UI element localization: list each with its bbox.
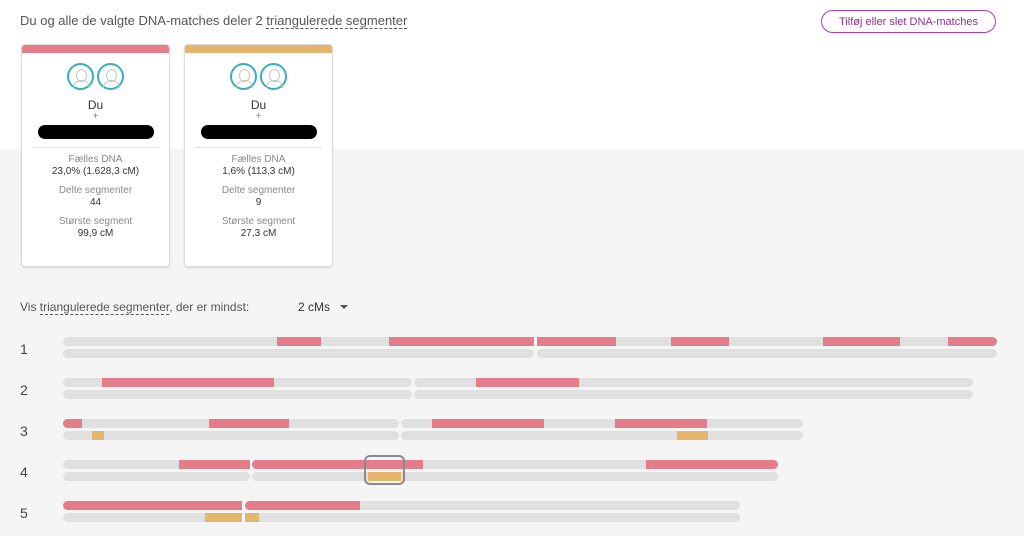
segment[interactable] xyxy=(245,501,360,510)
shared-segments-value: 9 xyxy=(255,197,262,208)
chromosome-bar xyxy=(245,501,740,510)
segment[interactable] xyxy=(63,419,82,428)
match-color-bar xyxy=(185,45,332,53)
redacted-name xyxy=(200,125,317,139)
chromosome-bar xyxy=(63,472,250,481)
segment[interactable] xyxy=(209,419,289,428)
chromosome-bar xyxy=(401,431,803,440)
largest-segment-value: 27,3 cM xyxy=(240,228,277,239)
segment[interactable] xyxy=(252,460,423,469)
segment[interactable] xyxy=(646,460,778,469)
chromosome-row-1: 1 xyxy=(0,337,1024,361)
chromosome-bar xyxy=(63,390,412,399)
chromosome-number: 1 xyxy=(20,341,28,357)
segment[interactable] xyxy=(92,431,104,440)
chromosome-row-4: 4 xyxy=(0,455,1024,485)
filter-suffix: , der er mindst: xyxy=(169,300,250,314)
segment[interactable] xyxy=(823,337,900,346)
segment[interactable] xyxy=(432,419,544,428)
chromosome-bar xyxy=(245,513,740,522)
summary-text: Du og alle de valgte DNA-matches deler 2… xyxy=(20,13,408,29)
triangulated-segments-link[interactable]: triangulerede segmenter xyxy=(266,13,408,29)
shared-dna-value: 1,6% (113,3 cM) xyxy=(222,166,295,177)
avatars xyxy=(22,63,169,90)
filter-link[interactable]: triangulerede segmenter xyxy=(39,300,170,315)
shared-dna-label: Fælles DNA xyxy=(231,154,286,165)
you-label: Du xyxy=(250,98,267,112)
segment[interactable] xyxy=(615,419,707,428)
segment[interactable] xyxy=(245,513,259,522)
person-icon xyxy=(67,63,94,90)
segment[interactable] xyxy=(368,472,401,481)
shared-dna-value: 23,0% (1.628,3 cM) xyxy=(51,166,140,177)
avatars xyxy=(185,63,332,90)
segment[interactable] xyxy=(389,337,534,346)
shared-segments-label: Delte segmenter xyxy=(221,185,296,196)
segment[interactable] xyxy=(476,378,579,387)
plus-sign: + xyxy=(92,111,99,122)
min-cm-select[interactable]: 2 cMs xyxy=(298,300,349,314)
chevron-down-icon xyxy=(340,305,349,309)
person-icon xyxy=(230,63,257,90)
shared-segments-label: Delte segmenter xyxy=(58,185,133,196)
segment[interactable] xyxy=(948,337,997,346)
you-label: Du xyxy=(87,98,104,112)
chromosome-bar xyxy=(537,349,997,358)
segment[interactable] xyxy=(63,501,242,510)
add-remove-matches-button[interactable]: Tilføj eller slet DNA-matches xyxy=(821,10,996,33)
largest-segment-label: Største segment xyxy=(58,216,133,227)
shared-segments-value: 44 xyxy=(89,197,102,208)
largest-segment-label: Største segment xyxy=(221,216,296,227)
chromosome-row-2: 2 xyxy=(0,378,1024,402)
match-card-1[interactable]: Du + Fælles DNA 23,0% (1.628,3 cM) Delte… xyxy=(21,44,170,267)
min-cm-value: 2 cMs xyxy=(298,300,331,314)
chromosome-number: 3 xyxy=(20,423,28,439)
chromosome-bar xyxy=(414,390,973,399)
chromosome-bar xyxy=(414,378,973,387)
segment[interactable] xyxy=(277,337,321,346)
filter-prefix: Vis xyxy=(20,300,37,314)
chromosome-bar xyxy=(401,419,803,428)
divider xyxy=(32,147,159,148)
match-card-2[interactable]: Du + Fælles DNA 1,6% (113,3 cM) Delte se… xyxy=(184,44,333,267)
triangulated-segment-highlight[interactable] xyxy=(364,455,405,485)
segment[interactable] xyxy=(677,431,708,440)
chromosome-bar xyxy=(252,472,778,481)
chromosome-bar xyxy=(63,431,399,440)
divider xyxy=(195,147,322,148)
segment[interactable] xyxy=(102,378,274,387)
segment[interactable] xyxy=(205,513,242,522)
person-icon xyxy=(260,63,287,90)
chromosome-number: 2 xyxy=(20,382,28,398)
shared-dna-label: Fælles DNA xyxy=(68,154,123,165)
chromosome-bar xyxy=(252,460,778,469)
chromosome-bar xyxy=(63,513,242,522)
chromosome-row-5: 5 xyxy=(0,501,1024,525)
chromosome-bar xyxy=(63,460,250,469)
filter-label: Vis triangulerede segmenter, der er mind… xyxy=(20,300,250,315)
segment[interactable] xyxy=(179,460,250,469)
redacted-name xyxy=(37,125,154,139)
chromosome-number: 5 xyxy=(20,505,28,521)
person-icon xyxy=(97,63,124,90)
largest-segment-value: 99,9 cM xyxy=(77,228,114,239)
chromosome-bar xyxy=(63,349,534,358)
segment[interactable] xyxy=(671,337,729,346)
plus-sign: + xyxy=(255,111,262,122)
chromosome-number: 4 xyxy=(20,464,28,480)
chromosome-row-3: 3 xyxy=(0,419,1024,443)
match-color-bar xyxy=(22,45,169,53)
segment[interactable] xyxy=(537,337,616,346)
summary-prefix: Du og alle de valgte DNA-matches deler 2 xyxy=(20,13,263,28)
chromosome-bar xyxy=(537,337,997,346)
